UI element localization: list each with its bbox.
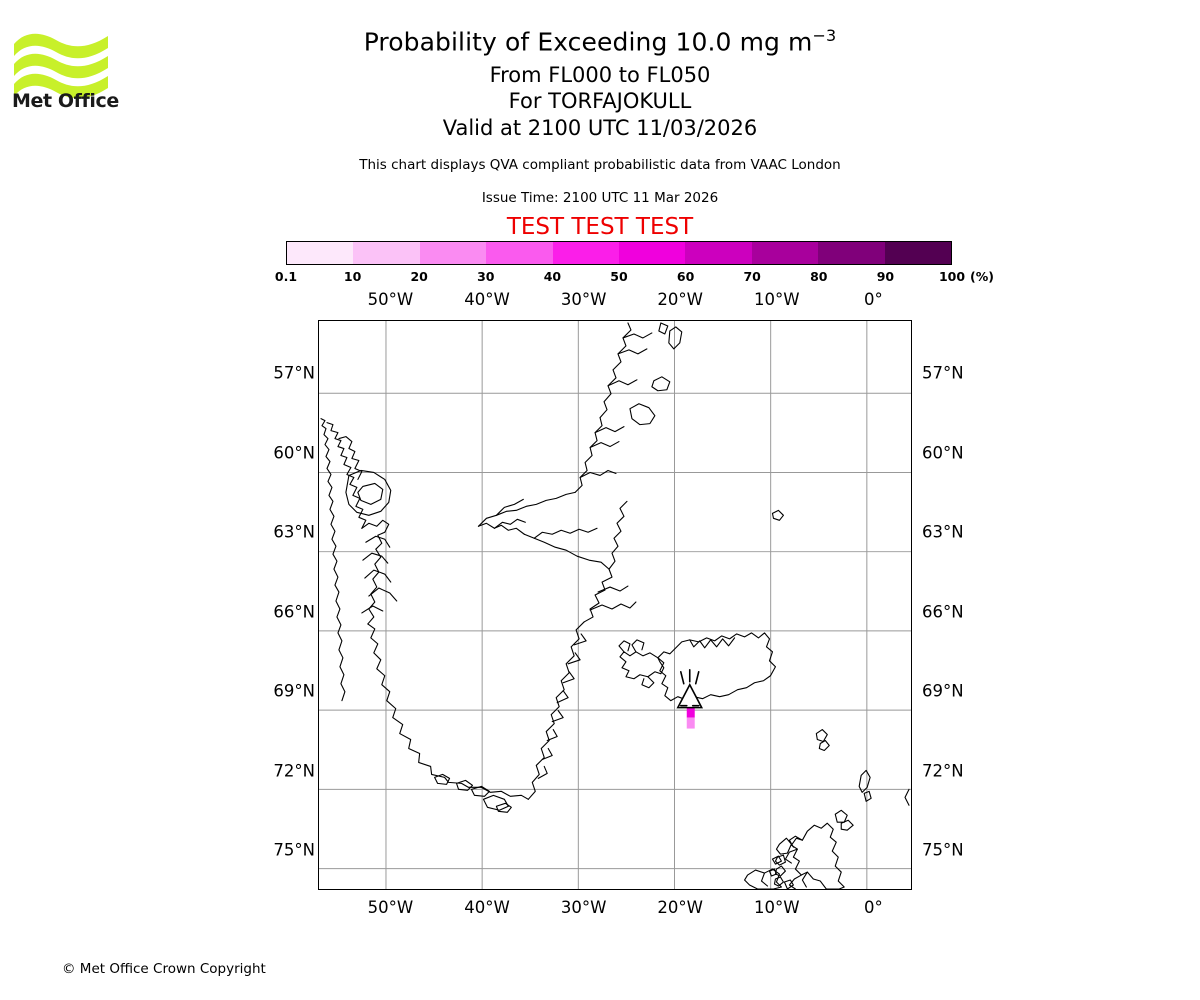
lon-tick-label: 40°W — [464, 290, 510, 309]
colorbar-segment-2 — [419, 242, 487, 264]
colorbar-segment-0 — [287, 242, 354, 264]
colorbar-segment-9 — [884, 242, 952, 264]
lon-tick-label: 20°W — [657, 290, 703, 309]
lat-tick-label: 72°N — [922, 761, 964, 781]
lon-tick-label: 30°W — [560, 898, 607, 917]
colorbar-tick-50: 50 — [610, 269, 628, 284]
colorbar-tick-100: 100 — [938, 269, 966, 284]
logo-wordmark: Met Office — [12, 90, 119, 112]
lat-tick-label: 57°N — [922, 363, 964, 383]
colorbar-segment-5 — [619, 242, 686, 264]
lon-tick-label: 0° — [863, 290, 883, 309]
colorbar-tick-30: 30 — [477, 269, 495, 284]
map-plot-area — [318, 320, 912, 890]
page-title-text: Probability of Exceeding 10.0 mg m — [363, 27, 813, 57]
test-banner: TEST TEST TEST — [506, 214, 694, 240]
ash-probability-cells — [686, 706, 695, 729]
lat-tick-label: 63°N — [922, 522, 964, 542]
lat-tick-label: 69°N — [273, 681, 315, 701]
lon-tick-label: 50°W — [367, 290, 414, 309]
colorbar-tick-90: 90 — [876, 269, 895, 284]
lat-tick-label: 57°N — [273, 363, 315, 383]
coastlines — [320, 322, 910, 889]
colorbar-tick-10: 10 — [343, 269, 362, 284]
lat-tick-label: 75°N — [273, 840, 315, 860]
colorbar-segment-3 — [486, 242, 553, 264]
lon-tick-label: 0° — [863, 898, 883, 917]
lat-tick-label: 66°N — [922, 602, 964, 622]
lat-tick-label: 72°N — [273, 761, 315, 781]
lat-tick-label: 69°N — [922, 681, 964, 701]
colorbar-tick-labels: 0.1 10 20 30 40 50 60 70 80 90 100 — [275, 269, 965, 285]
copyright-notice: © Met Office Crown Copyright — [62, 961, 266, 977]
lon-tick-label: 20°W — [657, 898, 703, 917]
page-title-exponent: −3 — [812, 26, 837, 45]
colorbar-tick-40: 40 — [543, 269, 562, 284]
volcano-name-subtitle: For TORFAJOKULL — [508, 89, 692, 113]
lat-tick-label: 75°N — [922, 840, 964, 860]
lat-tick-label: 66°N — [273, 602, 315, 622]
lon-tick-label: 10°W — [753, 290, 800, 309]
issue-time: Issue Time: 2100 UTC 11 Mar 2026 — [481, 190, 719, 206]
colorbar-segment-1 — [353, 242, 420, 264]
colorbar-tick-20: 20 — [410, 269, 428, 284]
flight-level-subtitle: From FL000 to FL050 — [489, 63, 711, 87]
qva-note: This chart displays QVA compliant probab… — [359, 157, 841, 173]
map-svg — [319, 321, 911, 889]
volcano-marker-icon — [676, 668, 704, 709]
colorbar-unit-label: (%) — [970, 269, 994, 284]
lat-tick-label: 60°N — [273, 443, 315, 463]
map-gridlines — [319, 321, 911, 889]
colorbar-tick-60: 60 — [676, 269, 695, 284]
valid-time-subtitle: Valid at 2100 UTC 11/03/2026 — [442, 116, 758, 140]
colorbar-segment-4 — [552, 242, 620, 264]
colorbar-segment-6 — [685, 242, 752, 264]
probability-colorbar — [286, 241, 952, 265]
colorbar-tick-70: 70 — [743, 269, 761, 284]
lon-tick-label: 50°W — [367, 898, 414, 917]
colorbar-tick-0.1: 0.1 — [274, 269, 298, 284]
colorbar-segment-7 — [751, 242, 819, 264]
lat-tick-label: 63°N — [273, 522, 315, 542]
lon-tick-label: 10°W — [753, 898, 800, 917]
met-office-logo — [14, 33, 108, 99]
page-title: Probability of Exceeding 10.0 mg m−3 — [0, 26, 1200, 56]
lon-tick-label: 30°W — [560, 290, 607, 309]
colorbar-segment-8 — [818, 242, 885, 264]
lon-tick-label: 40°W — [464, 898, 510, 917]
lat-tick-label: 60°N — [922, 443, 964, 463]
colorbar-tick-80: 80 — [810, 269, 828, 284]
